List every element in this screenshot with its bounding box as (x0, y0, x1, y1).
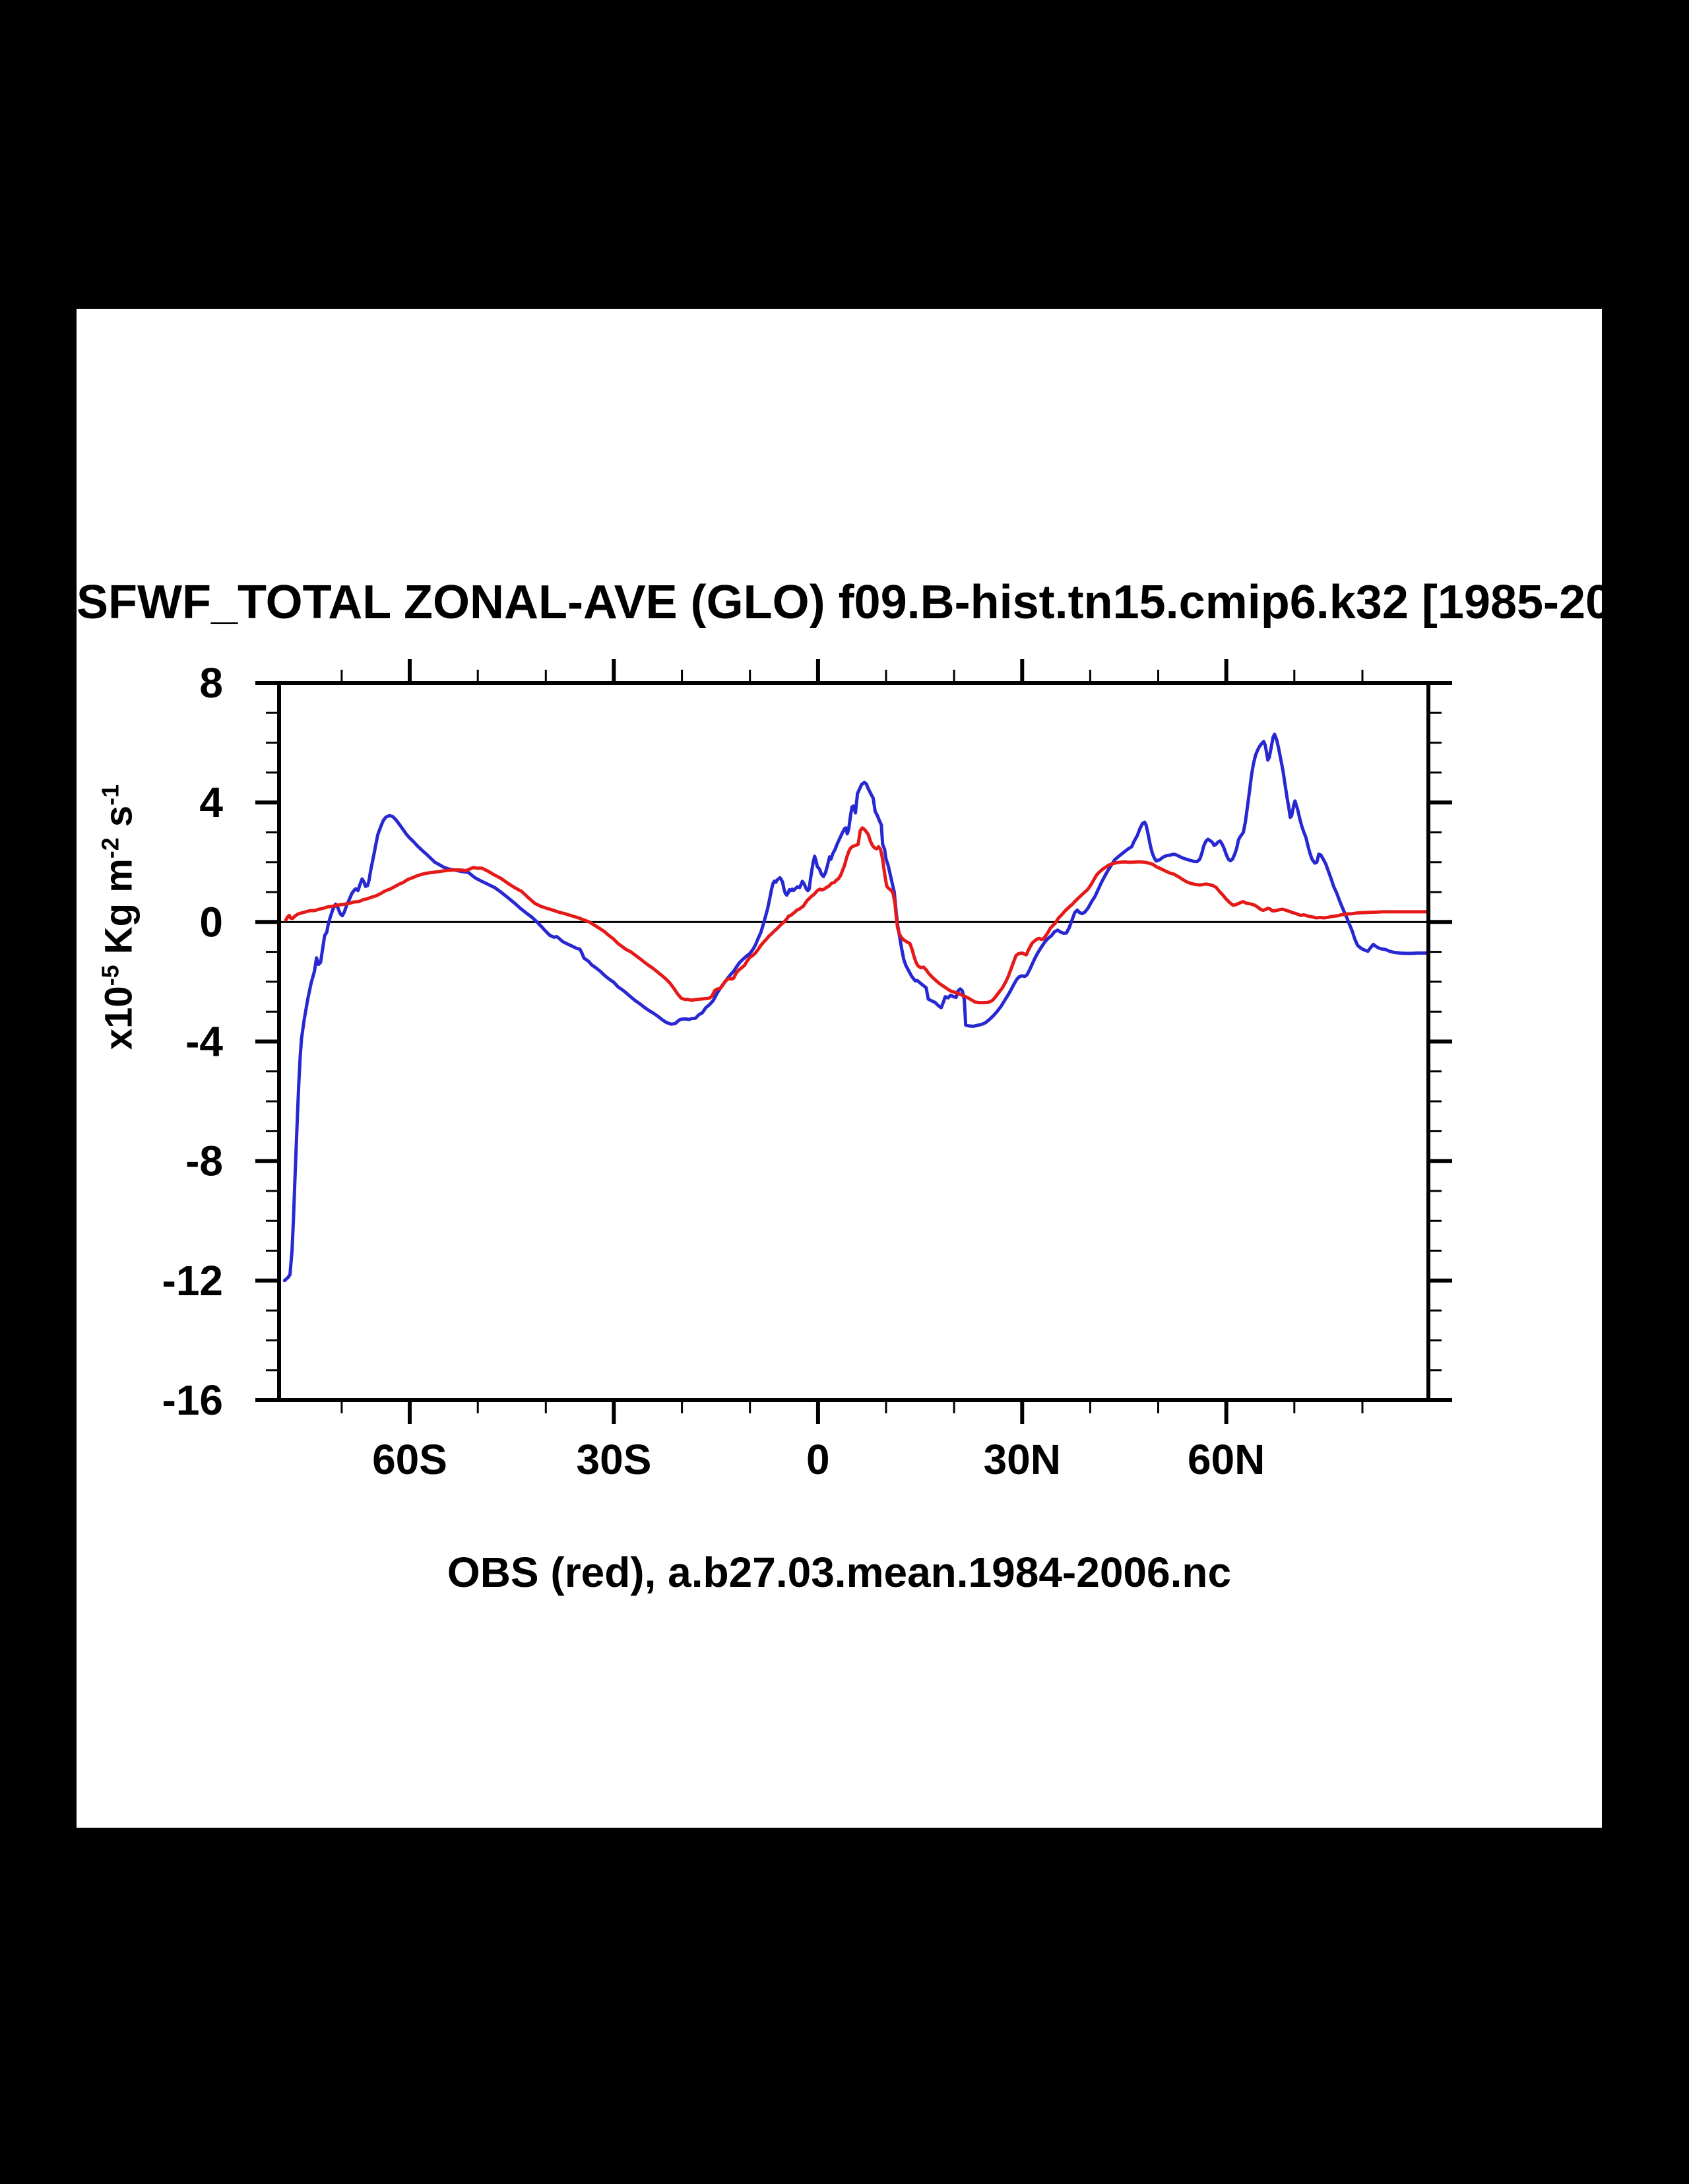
y-tick-label: 0 (199, 898, 223, 946)
y-tick-label: 4 (199, 779, 223, 826)
x-tick-label: 0 (806, 1436, 830, 1483)
y-tick-label: -16 (162, 1376, 224, 1424)
plot-svg: 8 4 0 -4 -8 -12 -16 60S 30S 0 30N 60N (162, 659, 1452, 1483)
plot-canvas: SFWF_TOTAL ZONAL-AVE (GLO) f09.B-hist.tn… (77, 309, 1681, 1828)
series-obs-line (284, 826, 1430, 1005)
y-tick-label: 8 (199, 659, 223, 707)
x-tick-label: 60S (372, 1436, 447, 1483)
x-tick-label: 30S (577, 1436, 652, 1483)
chart-title: SFWF_TOTAL ZONAL-AVE (GLO) f09.B-hist.tn… (77, 576, 1681, 629)
x-tick-label: 30N (984, 1436, 1061, 1483)
obs-caption: OBS (red), a.b27.03.mean.1984-2006.nc (447, 1549, 1232, 1596)
y-tick-label: -4 (185, 1018, 223, 1066)
series-model-line (282, 732, 1430, 1283)
plot-frame (277, 681, 1430, 1402)
x-tick-label: 60N (1188, 1436, 1265, 1483)
y-tick-label: -12 (162, 1257, 224, 1304)
y-tick-label: -8 (185, 1138, 223, 1185)
